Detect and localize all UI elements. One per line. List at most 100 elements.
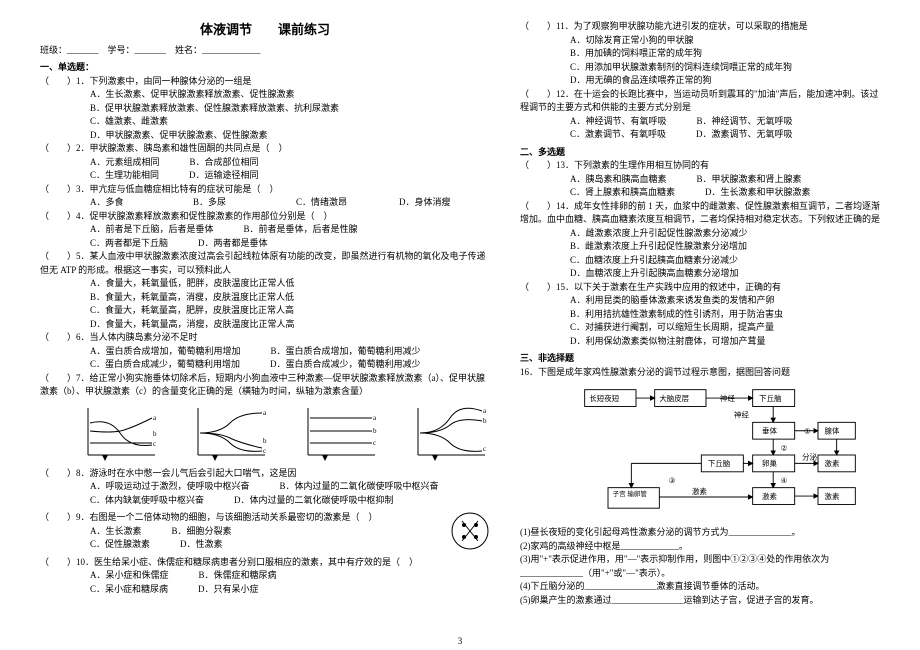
svg-text:大脑皮层: 大脑皮层 — [659, 393, 689, 403]
q8-c: C．体内缺氧使呼吸中枢兴奋 — [90, 494, 204, 508]
svg-text:a: a — [153, 414, 157, 422]
q9-c: C．促性腺激素 — [90, 538, 150, 552]
right-column: （ ）11．为了观察狗甲状腺功能亢进引发的症状，可以采取的措施是 A．切除发育正… — [520, 20, 880, 607]
q2-d: D．运输途径相同 — [189, 169, 259, 183]
page-title: 体液调节 课前练习 — [40, 20, 490, 40]
q12-b: B．神经调节、无氧呼吸 — [697, 115, 793, 129]
q5-a: A．食量大，耗氧量低，肥胖，皮肤温度比正常人低 — [40, 277, 490, 291]
q14-b: B．雌激素浓度上升引起促性腺激素分泌增加 — [520, 240, 880, 254]
q16-5: (5)卵巢产生的激素通过________________运输到达子宫，促进子宫的… — [520, 594, 880, 608]
header-fields: 班级：_______ 学号：_______ 姓名：_____________ — [40, 44, 490, 58]
q5-b: B．食量大，耗氧量高，消瘦，皮肤温度比正常人低 — [40, 291, 490, 305]
svg-text:激素: 激素 — [692, 486, 707, 496]
q9-stem: （ ）9．右图是一个二倍体动物的细胞，与该细胞活动关系最密切的激素是（ ） — [40, 511, 440, 525]
q1-d: D．甲状腺激素、促甲状腺激素、促性腺激素 — [40, 129, 490, 143]
q3-c: C．情绪激昂 — [296, 196, 387, 210]
q7-charts: abc A．切除 abc B．切除 abc C．切除 — [80, 403, 490, 463]
svg-text:b: b — [263, 437, 267, 445]
section-1-heading: 一、单选题： — [40, 61, 490, 75]
svg-text:c: c — [153, 440, 156, 448]
svg-text:a: a — [373, 414, 377, 422]
q12-stem: （ ）12．在十运会的长跑比赛中，当运动员听到震耳的"加油"声后，能加速冲刺。该… — [520, 88, 880, 115]
q13-b: B．甲状腺激素和肾上腺素 — [697, 173, 802, 187]
q10-c: C．呆小症和糖尿病 — [90, 583, 168, 597]
svg-text:激素: 激素 — [825, 458, 840, 468]
q11-a: A．切除发育正常小狗的甲状腺 — [520, 34, 880, 48]
q16-stem: 16．下图是成年家鸡性腺激素分泌的调节过程示意图，据图回答问题 — [520, 366, 880, 380]
svg-text:下丘脑: 下丘脑 — [708, 458, 731, 468]
q15-stem: （ ）15．以下关于激素在生产实践中应用的叙述中，正确的有 — [520, 281, 880, 295]
section-3-heading: 三、非选择题 — [520, 352, 880, 366]
q16-4: (4)下丘脑分泌的________________激素直接调节垂体的活动。 — [520, 580, 880, 594]
svg-text:下丘脑: 下丘脑 — [759, 393, 782, 403]
svg-text:神经: 神经 — [734, 410, 749, 420]
page-number: 3 — [458, 636, 463, 646]
q11-c: C．用添加甲状腺激素制剂的饲料连续饲喂正常的成年狗 — [520, 61, 880, 75]
q13-d: D．生长激素和甲状腺激素 — [705, 186, 811, 200]
svg-text:长短夜短: 长短夜短 — [589, 393, 619, 403]
cell-diagram — [450, 511, 490, 551]
q10-a: A．呆小症和侏儒症 — [90, 569, 169, 583]
svg-text:C．切除: C．切除 — [318, 462, 344, 463]
q10-stem: （ ）10．医生给呆小症、侏儒症和糖尿病患者分别口服相应的激素，其中有疗效的是（… — [40, 556, 490, 570]
q4-stem: （ ）4．促甲状腺激素释放激素和促性腺激素的作用部位分别是（ ） — [40, 210, 490, 224]
q14-stem: （ ）14．成年女性排卵的前 1 天，血浆中的雌激素、促性腺激素相互调节，二者均… — [520, 200, 880, 227]
q10-b: B．侏儒症和糖尿病 — [199, 569, 277, 583]
svg-text:b: b — [373, 427, 377, 435]
q14-a: A．雌激素浓度上升引起促性腺激素分泌减少 — [520, 227, 880, 241]
svg-text:D．切除: D．切除 — [428, 462, 454, 463]
svg-text:激素: 激素 — [762, 491, 777, 501]
svg-text:子宫 输卵管: 子宫 输卵管 — [613, 489, 648, 498]
q5-c: C．食量大，耗氧量高，肥胖，皮肤温度比正常人高 — [40, 304, 490, 318]
svg-text:卵巢: 卵巢 — [762, 458, 777, 468]
q13-c: C．肾上腺素和胰高血糖素 — [570, 186, 675, 200]
q16-3: (3)用"+"表示促进作用，用"—"表示抑制作用，则图中①②③④处的作用依次为_… — [520, 553, 880, 580]
q8-a: A．呼吸运动过于激烈，使呼吸中枢兴奋 — [90, 480, 250, 494]
q14-d: D．血糖浓度上升引起胰高血糖素分泌增加 — [520, 267, 880, 281]
svg-text:c: c — [263, 447, 266, 455]
q16-flowchart: 长短夜短 大脑皮层 神经 下丘脑 神经 垂体 ① 腺体 ② 下丘脑 卵巢 激素 … — [580, 385, 860, 516]
svg-text:b: b — [153, 430, 157, 438]
q9-b: B．细胞分裂素 — [172, 525, 232, 539]
svg-text:腺体: 腺体 — [825, 426, 840, 436]
q6-stem: （ ）6．当人体内胰岛素分泌不足时 — [40, 331, 490, 345]
q1-a: A．生长激素、促甲状腺激素释放激素、促性腺激素 — [40, 88, 490, 102]
q14-c: C．血糖浓度上升引起胰高血糖素分泌减少 — [520, 254, 880, 268]
q3-a: A．多食 — [90, 196, 181, 210]
q15-a: A．利用昆类的脑垂体激素来诱发鱼类的发情和产卵 — [520, 294, 880, 308]
q4-d: D．两者都是垂体 — [198, 237, 268, 251]
svg-text:B．切除: B．切除 — [208, 462, 234, 463]
section-2-heading: 二、多选题 — [520, 146, 880, 160]
q3-d: D．身体消瘦 — [399, 196, 490, 210]
q12-a: A．神经调节、有氧呼吸 — [570, 115, 667, 129]
svg-text:激素: 激素 — [825, 491, 840, 501]
q5-stem: （ ）5．某人血液中甲状腺激素浓度过高会引起线粒体原有功能的改变，即虽然进行有机… — [40, 250, 490, 277]
chart-b: a bc B．切除 — [190, 403, 270, 463]
q4-c: C．两者都是下丘脑 — [90, 237, 168, 251]
q2-b: B．合成部位相同 — [190, 156, 259, 170]
q6-c: C．蛋白质合成减少，葡萄糖利用增加 — [90, 358, 240, 372]
chart-a: abc A．切除 — [80, 403, 160, 463]
q1-stem: （ ）1．下列激素中，由同一种腺体分泌的一组是 — [40, 75, 490, 89]
q16-2: (2)家鸡的高级神经中枢是_____________。 — [520, 540, 880, 554]
q2-c: C．生理功能相同 — [90, 169, 159, 183]
left-column: 体液调节 课前练习 班级：_______ 学号：_______ 姓名：_____… — [40, 20, 490, 607]
q1-b: B．促甲状腺激素释放激素、促性腺激素释放激素、抗利尿激素 — [40, 102, 490, 116]
q6-b: B．蛋白质合成增加，葡萄糖利用减少 — [271, 345, 421, 359]
q13-a: A．胰岛素和胰高血糖素 — [570, 173, 667, 187]
svg-text:a: a — [483, 407, 487, 415]
q11-stem: （ ）11．为了观察狗甲状腺功能亢进引发的症状，可以采取的措施是 — [520, 20, 880, 34]
q9-d: D．性激素 — [180, 538, 223, 552]
svg-text:A．切除: A．切除 — [98, 462, 124, 463]
svg-text:②: ② — [781, 443, 788, 452]
svg-text:分泌: 分泌 — [802, 452, 817, 462]
q12-c: C．激素调节、有氧呼吸 — [570, 128, 666, 142]
svg-text:a: a — [263, 409, 267, 417]
q12-d: D．激素调节、无氧呼吸 — [696, 128, 793, 142]
q11-d: D．用无碘的食品连续喂养正常的狗 — [520, 74, 880, 88]
svg-text:c: c — [373, 439, 376, 447]
q15-c: C．对捕获进行阉割，可以缩短生长周期，提高产量 — [520, 321, 880, 335]
svg-text:b: b — [483, 417, 487, 425]
q4-a: A．前者是下丘脑，后者是垂体 — [90, 223, 214, 237]
q3-b: B．多尿 — [193, 196, 284, 210]
